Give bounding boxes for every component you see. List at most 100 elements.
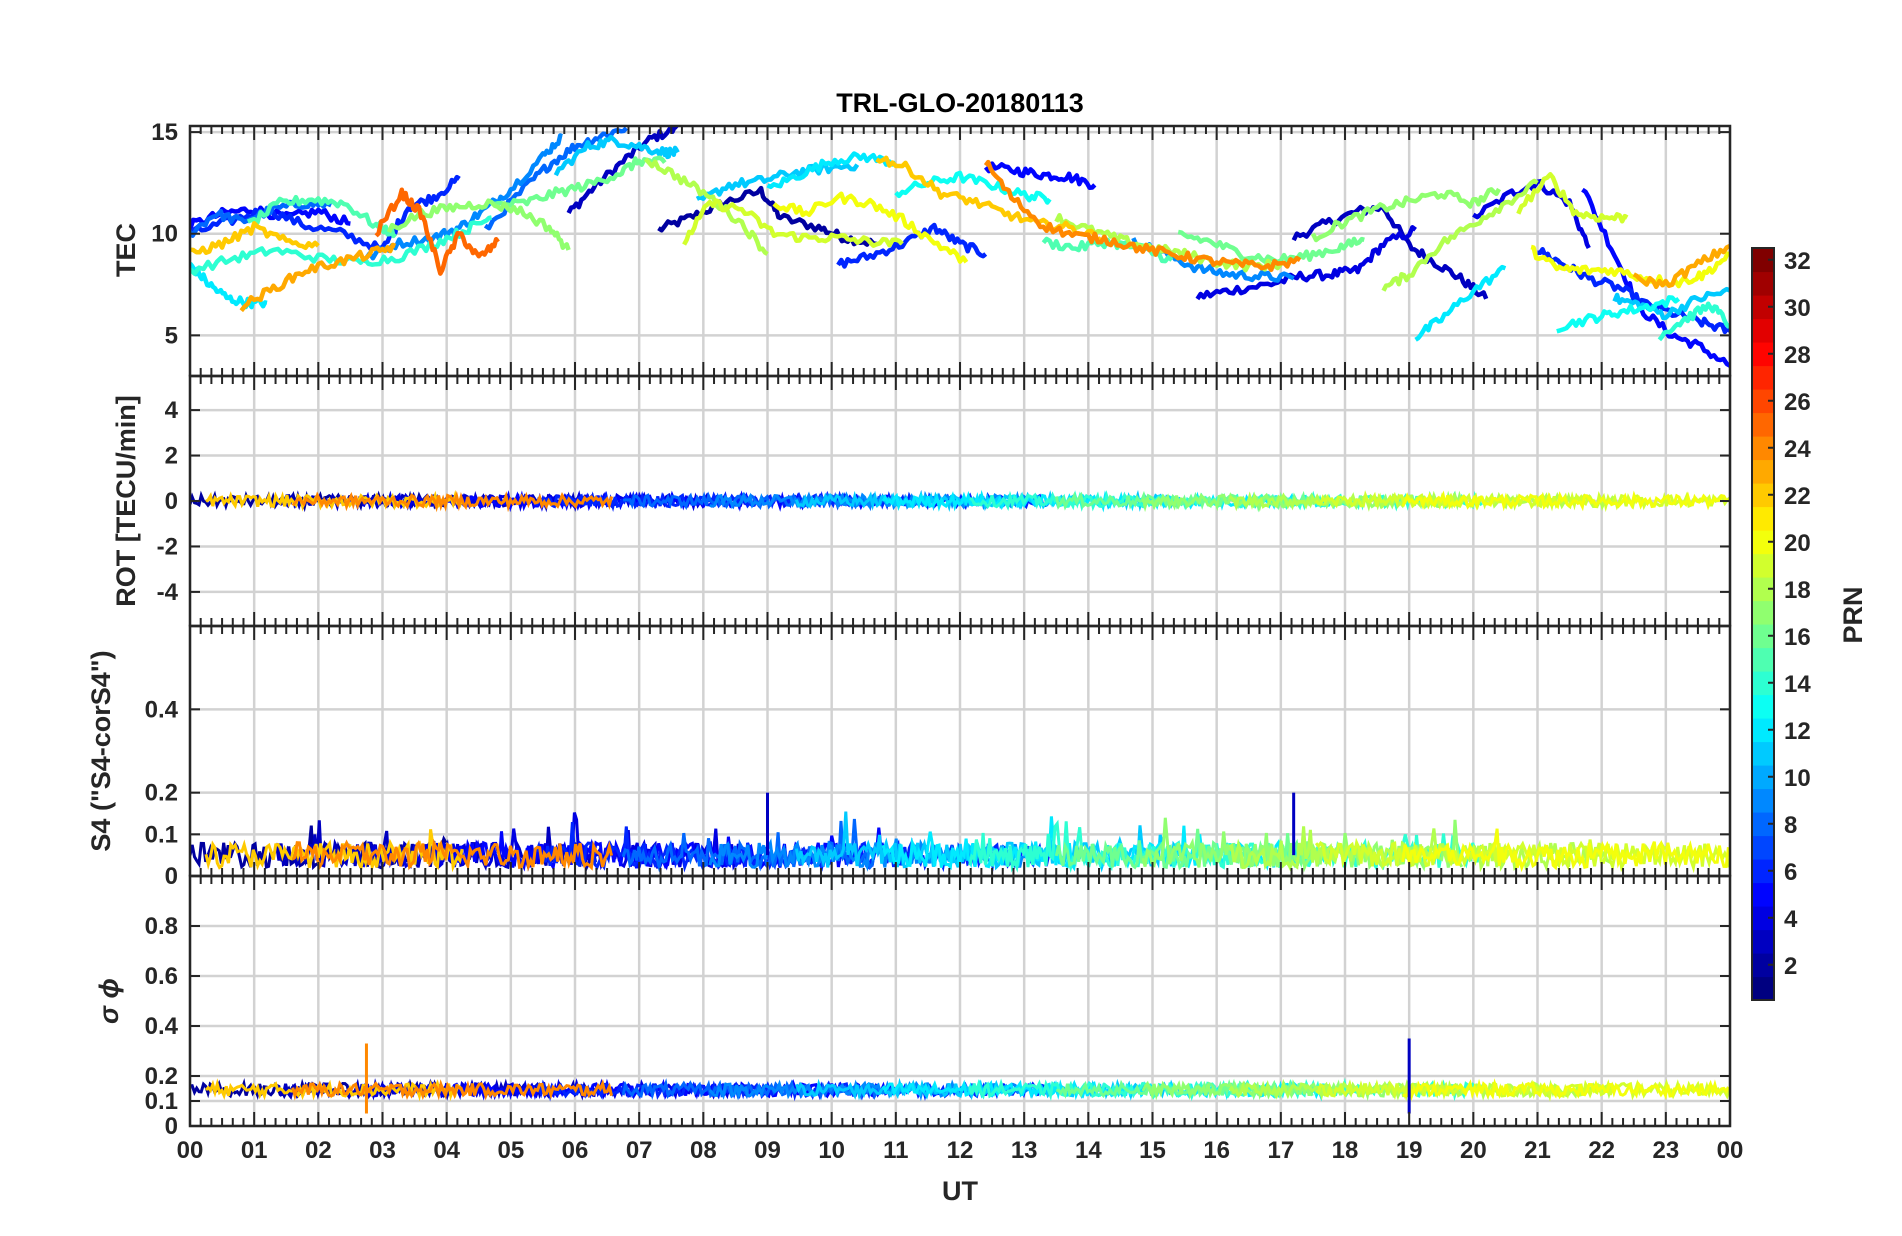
rot-y-label: ROT [TECU/min] <box>111 395 141 606</box>
colorbar-swatch <box>1752 765 1774 790</box>
colorbar-swatch <box>1752 835 1774 860</box>
colorbar-tick-label: 14 <box>1784 671 1811 698</box>
tec-series-line <box>643 157 769 256</box>
s4-series-line <box>1314 837 1730 874</box>
y-tick-label: 0.4 <box>145 1013 179 1040</box>
y-tick-label: 0.2 <box>145 780 178 807</box>
sig-series-line <box>1402 1078 1730 1102</box>
y-tick-label: -4 <box>157 579 179 606</box>
x-tick-label: 01 <box>241 1137 268 1164</box>
y-tick-label: -2 <box>157 533 178 560</box>
s4-series-line <box>1401 828 1730 873</box>
tec-series-line <box>1516 172 1629 224</box>
colorbar-swatch <box>1752 882 1774 907</box>
tec-series-line <box>1581 187 1730 368</box>
x-tick-label: 19 <box>1396 1137 1423 1164</box>
x-tick-label: 06 <box>562 1137 589 1164</box>
tec-series-line <box>361 133 563 264</box>
x-tick-label: 14 <box>1075 1137 1102 1164</box>
rot-series-line <box>1401 490 1729 512</box>
x-tick-label: 03 <box>369 1137 396 1164</box>
colorbar-swatch <box>1752 953 1774 978</box>
colorbar-swatch <box>1752 436 1774 461</box>
colorbar-tick-label: 12 <box>1784 718 1811 745</box>
x-tick-label: 13 <box>1011 1137 1038 1164</box>
colorbar-swatch <box>1752 929 1774 954</box>
colorbar-tick-label: 6 <box>1784 859 1797 886</box>
x-tick-label: 23 <box>1652 1137 1679 1164</box>
colorbar-swatch <box>1752 647 1774 672</box>
x-tick-label: 02 <box>305 1137 332 1164</box>
x-tick-label: 08 <box>690 1137 717 1164</box>
colorbar-tick-label: 24 <box>1784 436 1811 463</box>
x-tick-label: 21 <box>1524 1137 1551 1164</box>
y-tick-label: 0 <box>165 1113 178 1140</box>
colorbar-swatch <box>1752 906 1774 931</box>
y-tick-label: 0 <box>165 488 178 515</box>
colorbar-swatch <box>1752 741 1774 766</box>
y-tick-label: 15 <box>151 119 178 146</box>
sigma-phi-y-label: σ ϕ <box>94 978 124 1024</box>
y-tick-label: 4 <box>165 397 179 424</box>
colorbar-swatch <box>1752 976 1774 1001</box>
colorbar-swatch <box>1752 506 1774 531</box>
x-tick-label: 04 <box>433 1137 460 1164</box>
y-tick-label: 2 <box>165 443 178 470</box>
y-tick-label: 10 <box>151 221 178 248</box>
tec-series-line <box>772 191 969 264</box>
colorbar-swatch <box>1752 859 1774 884</box>
x-tick-label: 10 <box>818 1137 845 1164</box>
tec-series-line <box>374 187 500 276</box>
colorbar-swatch <box>1752 248 1774 273</box>
x-tick-label: 09 <box>754 1137 781 1164</box>
y-tick-label: 0.1 <box>145 821 178 848</box>
colorbar-tick-label: 32 <box>1784 248 1811 275</box>
tec-series-line <box>682 198 904 248</box>
colorbar-tick-label: 8 <box>1784 812 1797 839</box>
colorbar-swatch <box>1752 530 1774 555</box>
tec-y-label: TEC <box>111 223 141 277</box>
tec-series-line <box>875 155 1103 244</box>
colorbar-swatch <box>1752 342 1774 367</box>
colorbar-swatch <box>1752 412 1774 437</box>
tec-series-line <box>1657 301 1730 342</box>
tec-series-line <box>695 162 860 202</box>
x-tick-label: 15 <box>1139 1137 1166 1164</box>
colorbar-tick-label: 4 <box>1784 906 1798 933</box>
x-axis-label: UT <box>942 1176 978 1206</box>
s4-y-label: S4 ("S4-corS4") <box>86 650 116 851</box>
x-tick-label: 17 <box>1267 1137 1294 1164</box>
x-tick-label: 18 <box>1332 1137 1359 1164</box>
colorbar-swatch <box>1752 295 1774 320</box>
tec-series-line <box>1414 264 1507 342</box>
tec-series-line <box>983 159 1302 273</box>
colorbar-swatch <box>1752 624 1774 649</box>
x-tick-label: 22 <box>1588 1137 1615 1164</box>
y-tick-label: 0.8 <box>145 913 178 940</box>
colorbar-frame <box>1751 247 1775 1001</box>
panel-tec: 5 10 15 TEC <box>111 119 1732 378</box>
colorbar-swatch <box>1752 671 1774 696</box>
x-tick-labels: 00 01 02 03 04 05 06 07 08 09 10 11 12 13 14 15 16 17 18 19… <box>177 1137 1744 1164</box>
y-tick-label: 5 <box>165 322 178 349</box>
tec-series-line <box>1612 286 1730 321</box>
colorbar-swatch <box>1752 318 1774 343</box>
colorbar-tick-label: 16 <box>1784 624 1811 651</box>
colorbar-tick-label: 10 <box>1784 765 1811 792</box>
x-tick-label: 16 <box>1203 1137 1230 1164</box>
y-tick-label: 0.6 <box>145 963 178 990</box>
colorbar-swatch <box>1752 553 1774 578</box>
colorbar-swatch <box>1752 389 1774 414</box>
sig-series-line <box>291 1079 614 1101</box>
tec-series-line <box>983 161 1097 191</box>
y-tick-label: 0 <box>165 863 178 890</box>
x-tick-label: 05 <box>497 1137 524 1164</box>
y-tick-label: 0.2 <box>145 1063 178 1090</box>
colorbar-swatch <box>1752 271 1774 296</box>
tec-series-line <box>1291 203 1489 300</box>
tec-series-line <box>1556 295 1681 334</box>
colorbar-tick-label: 2 <box>1784 953 1797 980</box>
tec-series-line <box>1310 187 1501 243</box>
